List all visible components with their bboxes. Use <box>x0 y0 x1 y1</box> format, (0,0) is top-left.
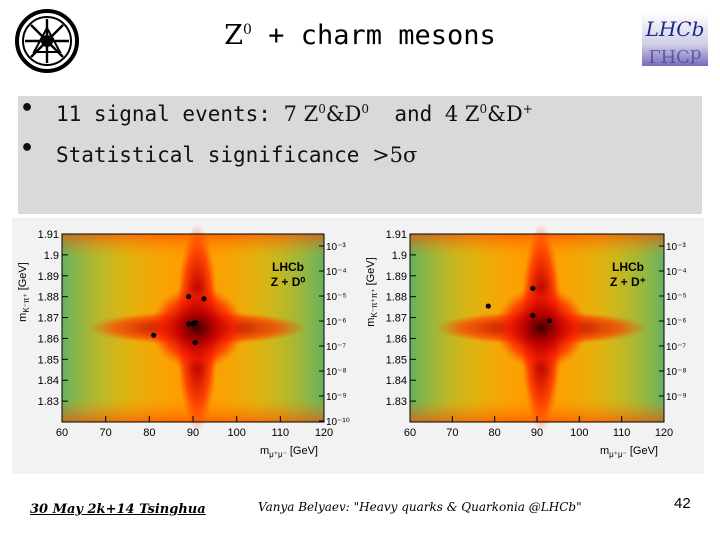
data-point <box>201 296 207 302</box>
y-tick-label: 1.89 <box>38 271 59 283</box>
x-tick-label: 70 <box>446 427 458 439</box>
bullet2-value: >5σ <box>372 143 418 167</box>
lhcb-logo-text: LHCb <box>645 17 705 41</box>
y-tick-label: 1.85 <box>38 354 59 366</box>
x-tick-label: 60 <box>56 427 68 439</box>
z-tick-label: 10⁻⁵ <box>326 292 347 303</box>
z-tick-label: 10⁻¹⁰ <box>326 417 350 428</box>
z-tick-label: 10⁻³ <box>666 242 686 253</box>
z-tick-label: 10⁻⁸ <box>666 367 687 378</box>
data-point <box>186 321 192 327</box>
heatmap-peak-core <box>495 286 587 370</box>
x-tick-label: 90 <box>187 427 199 439</box>
data-point <box>186 294 192 300</box>
y-tick-label: 1.83 <box>38 396 59 408</box>
z-tick-label: 10⁻⁶ <box>326 317 347 328</box>
bullet1-mid: and <box>369 102 445 126</box>
z-tick-label: 10⁻⁷ <box>666 342 686 353</box>
footer-author: Vanya Belyaev: "Heavy quarks & Quarkonia… <box>258 500 582 514</box>
title-z: Z <box>224 20 243 51</box>
y-tick-label: 1.88 <box>386 292 407 304</box>
y-tick-label: 1.84 <box>38 375 59 387</box>
chart-2: 60 70 80 90 100 110 120 1.83 1.84 1.85 1.86 1.87 1.8… <box>365 224 687 459</box>
bullet1-c2: 4 Z <box>444 102 480 126</box>
x-axis-label: mμ⁺μ⁻ [GeV] <box>600 445 658 459</box>
y-tick-label: 1.87 <box>38 313 59 325</box>
data-point <box>192 340 198 346</box>
data-point <box>530 312 536 319</box>
y-tick-label: 1.84 <box>386 375 407 387</box>
x-tick-label: 120 <box>315 427 333 439</box>
y-tick-label: 1.9 <box>392 250 407 262</box>
page-number: 42 <box>674 495 691 512</box>
x-tick-label: 110 <box>613 427 631 439</box>
institution-logo <box>15 9 79 73</box>
bullet-marker-2: • <box>20 136 35 161</box>
x-tick-label: 70 <box>100 427 112 439</box>
z-tick-label: 10⁻⁴ <box>326 267 347 278</box>
z-tick-label: 10⁻⁸ <box>326 367 347 378</box>
slide-title: Z0 + charm mesons <box>0 20 720 51</box>
data-point <box>192 320 198 326</box>
bullet2-prefix: Statistical significance <box>56 143 373 167</box>
bullet1-c1: 7 Z <box>283 102 319 126</box>
y-axis-label: mK⁻π⁺ [GeV] <box>17 262 31 322</box>
y-tick-label: 1.89 <box>386 271 407 283</box>
bullet-line-2: Statistical significance >5σ <box>56 143 417 167</box>
bullet1-c2-mid: &D <box>487 102 523 126</box>
data-point <box>151 332 157 338</box>
x-tick-label: 100 <box>570 427 588 439</box>
x-tick-label: 120 <box>655 427 673 439</box>
z-tick-label: 10⁻⁷ <box>326 342 346 353</box>
bullet1-prefix: 11 signal events: <box>56 102 284 126</box>
lhcb-logo: LHCb LHCb <box>642 12 708 66</box>
y-tick-label: 1.9 <box>44 250 59 262</box>
lhcb-label: LHCb <box>612 260 644 274</box>
data-point <box>485 303 491 309</box>
bullet1-c2-sup2: + <box>522 102 533 116</box>
bullet1-c2-sup: 0 <box>479 102 488 116</box>
y-tick-label: 1.86 <box>386 333 407 345</box>
chart-1: 60 70 80 90 100 110 120 1.83 1.84 1.85 1.86 1.87 1.8… <box>17 224 350 459</box>
title-z-sup: 0 <box>243 22 252 38</box>
x-axis-label: mμ⁺μ⁻ [GeV] <box>260 445 318 459</box>
x-tick-label: 80 <box>489 427 501 439</box>
x-tick-label: 90 <box>531 427 543 439</box>
x-tick-label: 100 <box>227 427 245 439</box>
bullet1-c1-sup: 0 <box>318 102 326 116</box>
heatmap-peak-core <box>150 286 245 370</box>
x-tick-label: 60 <box>404 427 416 439</box>
x-tick-label: 80 <box>143 427 155 439</box>
data-point <box>530 285 536 291</box>
y-tick-label: 1.86 <box>38 333 59 345</box>
process-label: Z + D⁺ <box>610 275 646 289</box>
z-tick-label: 10⁻⁹ <box>326 392 347 403</box>
z-tick-label: 10⁻⁶ <box>666 317 687 328</box>
process-label: Z + D⁰ <box>271 275 306 289</box>
z-tick-label: 10⁻³ <box>326 242 346 253</box>
bullet1-c1-sup2: 0 <box>361 102 370 116</box>
y-tick-label: 1.91 <box>386 229 407 241</box>
lhcb-label: LHCb <box>272 260 304 274</box>
bullet1-c1-mid: &D <box>325 102 362 126</box>
z-tick-label: 10⁻⁴ <box>666 267 687 278</box>
y-tick-label: 1.87 <box>386 313 407 325</box>
svg-text:LHCb: LHCb <box>649 45 702 66</box>
x-tick-label: 110 <box>272 427 290 439</box>
z-tick-label: 10⁻⁹ <box>666 392 687 403</box>
y-tick-label: 1.85 <box>386 354 407 366</box>
y-axis-label: mK⁻π⁺π⁺ [GeV] <box>365 257 379 326</box>
bullet-band <box>18 96 702 214</box>
y-tick-label: 1.91 <box>38 229 59 241</box>
y-tick-label: 1.88 <box>38 292 59 304</box>
data-point <box>547 318 553 324</box>
bullet-marker-1: • <box>20 96 35 121</box>
bullet-line-1: 11 signal events: 7 Z0&D0 and 4 Z0&D+ <box>56 102 533 126</box>
z-tick-label: 10⁻⁵ <box>666 292 687 303</box>
footer-date: 30 May 2k+14 Tsinghua <box>30 502 206 517</box>
title-rest: + charm mesons <box>251 20 496 51</box>
y-tick-label: 1.83 <box>386 396 407 408</box>
